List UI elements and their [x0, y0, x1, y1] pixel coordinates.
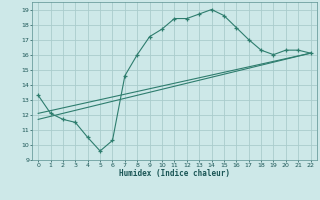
X-axis label: Humidex (Indice chaleur): Humidex (Indice chaleur)	[119, 169, 230, 178]
